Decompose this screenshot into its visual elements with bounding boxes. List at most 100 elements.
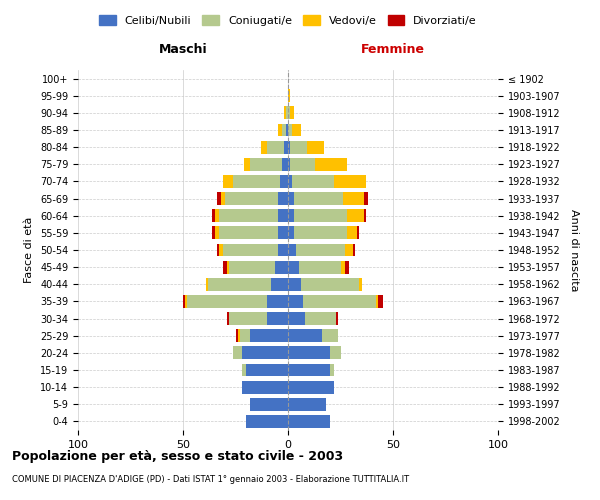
Bar bbox=[223, 260, 227, 274]
Bar bbox=[277, 124, 282, 136]
Bar bbox=[299, 260, 341, 274]
Bar bbox=[303, 295, 376, 308]
Bar bbox=[217, 244, 218, 256]
Bar bbox=[217, 192, 221, 205]
Bar bbox=[187, 295, 267, 308]
Bar bbox=[358, 226, 359, 239]
Bar bbox=[288, 312, 305, 325]
Bar bbox=[218, 244, 223, 256]
Bar bbox=[288, 158, 290, 170]
Bar bbox=[295, 226, 347, 239]
Bar bbox=[290, 140, 307, 153]
Bar bbox=[260, 140, 267, 153]
Bar bbox=[233, 346, 242, 360]
Bar bbox=[345, 244, 353, 256]
Bar bbox=[288, 330, 322, 342]
Legend: Celibi/Nubili, Coniugati/e, Vedovi/e, Divorziati/e: Celibi/Nubili, Coniugati/e, Vedovi/e, Di… bbox=[95, 11, 481, 30]
Bar bbox=[282, 158, 288, 170]
Bar bbox=[277, 192, 288, 205]
Bar bbox=[227, 312, 229, 325]
Bar bbox=[288, 210, 295, 222]
Bar bbox=[316, 158, 347, 170]
Bar bbox=[295, 192, 343, 205]
Bar bbox=[290, 106, 295, 120]
Bar bbox=[347, 210, 364, 222]
Bar bbox=[206, 278, 208, 290]
Bar bbox=[282, 124, 286, 136]
Bar bbox=[185, 295, 187, 308]
Bar bbox=[212, 226, 215, 239]
Bar bbox=[292, 175, 334, 188]
Bar bbox=[364, 210, 366, 222]
Bar bbox=[288, 175, 292, 188]
Text: Maschi: Maschi bbox=[158, 44, 208, 57]
Bar bbox=[353, 244, 355, 256]
Bar bbox=[288, 364, 330, 376]
Bar bbox=[288, 415, 330, 428]
Bar bbox=[267, 312, 288, 325]
Bar bbox=[223, 175, 233, 188]
Bar bbox=[330, 364, 334, 376]
Bar bbox=[284, 106, 286, 120]
Bar bbox=[301, 278, 359, 290]
Bar bbox=[246, 364, 288, 376]
Bar bbox=[250, 330, 288, 342]
Bar bbox=[347, 226, 358, 239]
Bar bbox=[288, 346, 330, 360]
Bar bbox=[208, 278, 271, 290]
Bar bbox=[271, 278, 288, 290]
Bar bbox=[286, 106, 288, 120]
Bar bbox=[296, 244, 344, 256]
Bar bbox=[212, 210, 215, 222]
Bar bbox=[288, 226, 295, 239]
Bar bbox=[244, 158, 250, 170]
Bar bbox=[288, 106, 290, 120]
Bar bbox=[229, 312, 267, 325]
Bar bbox=[284, 140, 288, 153]
Bar bbox=[275, 260, 288, 274]
Bar bbox=[246, 415, 288, 428]
Bar bbox=[288, 380, 334, 394]
Bar bbox=[250, 398, 288, 410]
Text: Femmine: Femmine bbox=[361, 44, 425, 57]
Bar bbox=[305, 312, 337, 325]
Bar bbox=[242, 346, 288, 360]
Bar bbox=[286, 124, 288, 136]
Bar bbox=[343, 192, 364, 205]
Bar bbox=[364, 192, 368, 205]
Bar bbox=[215, 210, 218, 222]
Bar bbox=[277, 244, 288, 256]
Bar bbox=[221, 192, 225, 205]
Bar bbox=[345, 260, 349, 274]
Bar bbox=[292, 124, 301, 136]
Bar bbox=[376, 295, 379, 308]
Bar bbox=[267, 140, 284, 153]
Text: COMUNE DI PIACENZA D'ADIGE (PD) - Dati ISTAT 1° gennaio 2003 - Elaborazione TUTT: COMUNE DI PIACENZA D'ADIGE (PD) - Dati I… bbox=[12, 475, 409, 484]
Bar bbox=[238, 330, 240, 342]
Bar bbox=[359, 278, 362, 290]
Text: Popolazione per età, sesso e stato civile - 2003: Popolazione per età, sesso e stato civil… bbox=[12, 450, 343, 463]
Bar bbox=[218, 210, 277, 222]
Bar bbox=[288, 295, 303, 308]
Y-axis label: Fasce di età: Fasce di età bbox=[25, 217, 34, 283]
Bar bbox=[250, 158, 282, 170]
Bar bbox=[280, 175, 288, 188]
Bar bbox=[330, 346, 341, 360]
Bar bbox=[288, 398, 326, 410]
Y-axis label: Anni di nascita: Anni di nascita bbox=[569, 209, 579, 291]
Bar bbox=[379, 295, 383, 308]
Bar bbox=[183, 295, 185, 308]
Bar bbox=[337, 312, 338, 325]
Bar bbox=[290, 158, 316, 170]
Bar bbox=[334, 175, 366, 188]
Bar bbox=[242, 364, 246, 376]
Bar bbox=[288, 260, 299, 274]
Bar bbox=[267, 295, 288, 308]
Bar bbox=[288, 90, 290, 102]
Bar bbox=[288, 140, 290, 153]
Bar bbox=[242, 380, 288, 394]
Bar bbox=[322, 330, 338, 342]
Bar bbox=[225, 192, 277, 205]
Bar bbox=[277, 226, 288, 239]
Bar bbox=[277, 210, 288, 222]
